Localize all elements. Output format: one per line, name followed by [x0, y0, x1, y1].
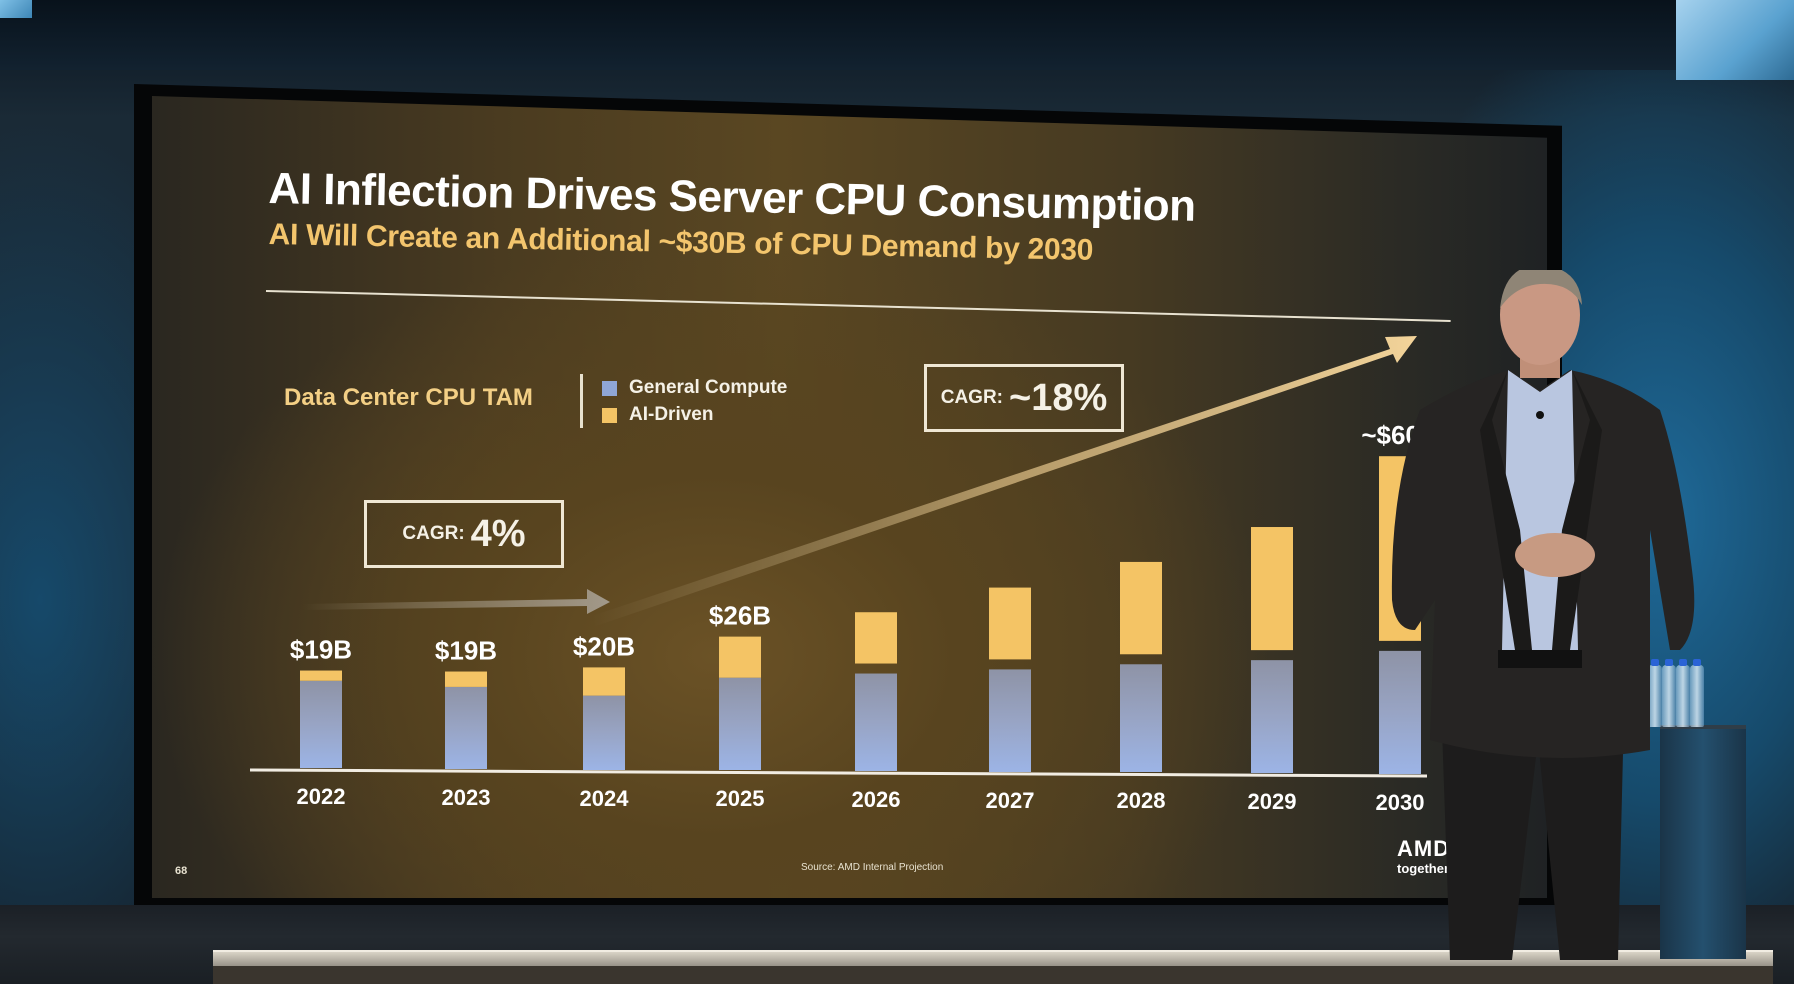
- bar-ai-driven-2023: [445, 671, 487, 687]
- bar-total-label: $26B: [709, 601, 771, 631]
- amd-tagline: together: [1397, 861, 1449, 876]
- x-axis-baseline: [249, 768, 1428, 778]
- bar-general-compute-2030: [1379, 650, 1421, 774]
- bar-ai-driven-2026: [855, 612, 897, 664]
- cagr-label: CAGR:: [940, 387, 1004, 408]
- stage-light-right: [1676, 0, 1794, 80]
- water-bottle: [1662, 659, 1676, 727]
- presenter-hands: [1515, 533, 1595, 577]
- bar-ai-driven-2029: [1251, 527, 1293, 651]
- presenter-hair: [1500, 270, 1582, 308]
- cagr-annotation-4pct: CAGR: 4%: [364, 500, 564, 568]
- x-tick-label: 2023: [442, 785, 491, 810]
- presenter-head: [1500, 270, 1580, 365]
- bar-total-label: $19B: [290, 635, 352, 665]
- bar-ai-driven-2022: [300, 670, 342, 681]
- bar-general-compute-2028: [1120, 664, 1162, 772]
- legend-separator: [580, 374, 583, 428]
- stage-light-left: [0, 0, 32, 18]
- bar-ai-driven-2024: [583, 667, 625, 696]
- water-bottle: [1648, 659, 1662, 727]
- cagr-value: ~18%: [1009, 376, 1108, 419]
- cagr-arrow-large: [592, 336, 1417, 626]
- legend-swatch-general: [602, 380, 617, 396]
- x-tick-label: 2030: [1376, 790, 1425, 815]
- x-tick-label: 2024: [580, 786, 630, 811]
- presenter: [1391, 270, 1695, 960]
- x-tick-label: 2022: [297, 784, 346, 809]
- bar-total-label: $20B: [573, 631, 635, 661]
- x-tick-label: 2026: [852, 787, 901, 812]
- source-note: Source: AMD Internal Projection: [801, 862, 944, 873]
- presentation-slide: AI Inflection Drives Server CPU Consumpt…: [152, 96, 1547, 898]
- stage-edge: [213, 950, 1773, 968]
- x-tick-label: 2028: [1117, 788, 1166, 813]
- legend-label: AI-Driven: [629, 404, 714, 425]
- water-bottle: [1690, 659, 1704, 727]
- legend-label: General Compute: [629, 377, 788, 398]
- bar-total-label: $19B: [435, 636, 497, 666]
- bar-general-compute-2024: [583, 695, 625, 770]
- bar-ai-driven-2027: [989, 587, 1031, 660]
- legend-swatch-ai: [602, 407, 617, 423]
- ceiling: [0, 0, 1794, 70]
- water-bottle: [1676, 659, 1690, 727]
- water-bottles: [1648, 655, 1720, 727]
- cagr-value: 4%: [470, 512, 526, 555]
- stage-base: [213, 966, 1773, 984]
- cagr-arrow-small: [302, 589, 610, 614]
- x-tick-label: 2025: [716, 786, 765, 811]
- x-tick-label: 2029: [1248, 789, 1297, 814]
- page-number: 68: [175, 865, 188, 877]
- cagr-label: CAGR:: [402, 523, 465, 544]
- chart-label: Data Center CPU TAM: [284, 384, 533, 411]
- amd-logo: AMD: [1397, 836, 1451, 861]
- bar-general-compute-2026: [855, 673, 897, 771]
- bar-general-compute-2023: [445, 686, 487, 769]
- x-tick-label: 2027: [986, 788, 1035, 813]
- bar-general-compute-2027: [989, 669, 1031, 772]
- cagr-annotation-18pct: CAGR: ~18%: [924, 364, 1124, 432]
- legend-general-compute: General Compute: [602, 377, 787, 399]
- bar-ai-driven-2025: [719, 636, 761, 678]
- legend-ai-driven: AI-Driven: [602, 404, 713, 426]
- bar-ai-driven-2028: [1120, 561, 1162, 655]
- bar-general-compute-2025: [719, 677, 761, 770]
- bar-general-compute-2022: [300, 680, 342, 768]
- side-table: [1660, 725, 1746, 959]
- stacked-bar-chart: 2022 $19B 2023 $19B 2024 $20B 2025 $26B 2026 2027…: [249, 336, 1439, 815]
- bar-general-compute-2029: [1251, 660, 1293, 773]
